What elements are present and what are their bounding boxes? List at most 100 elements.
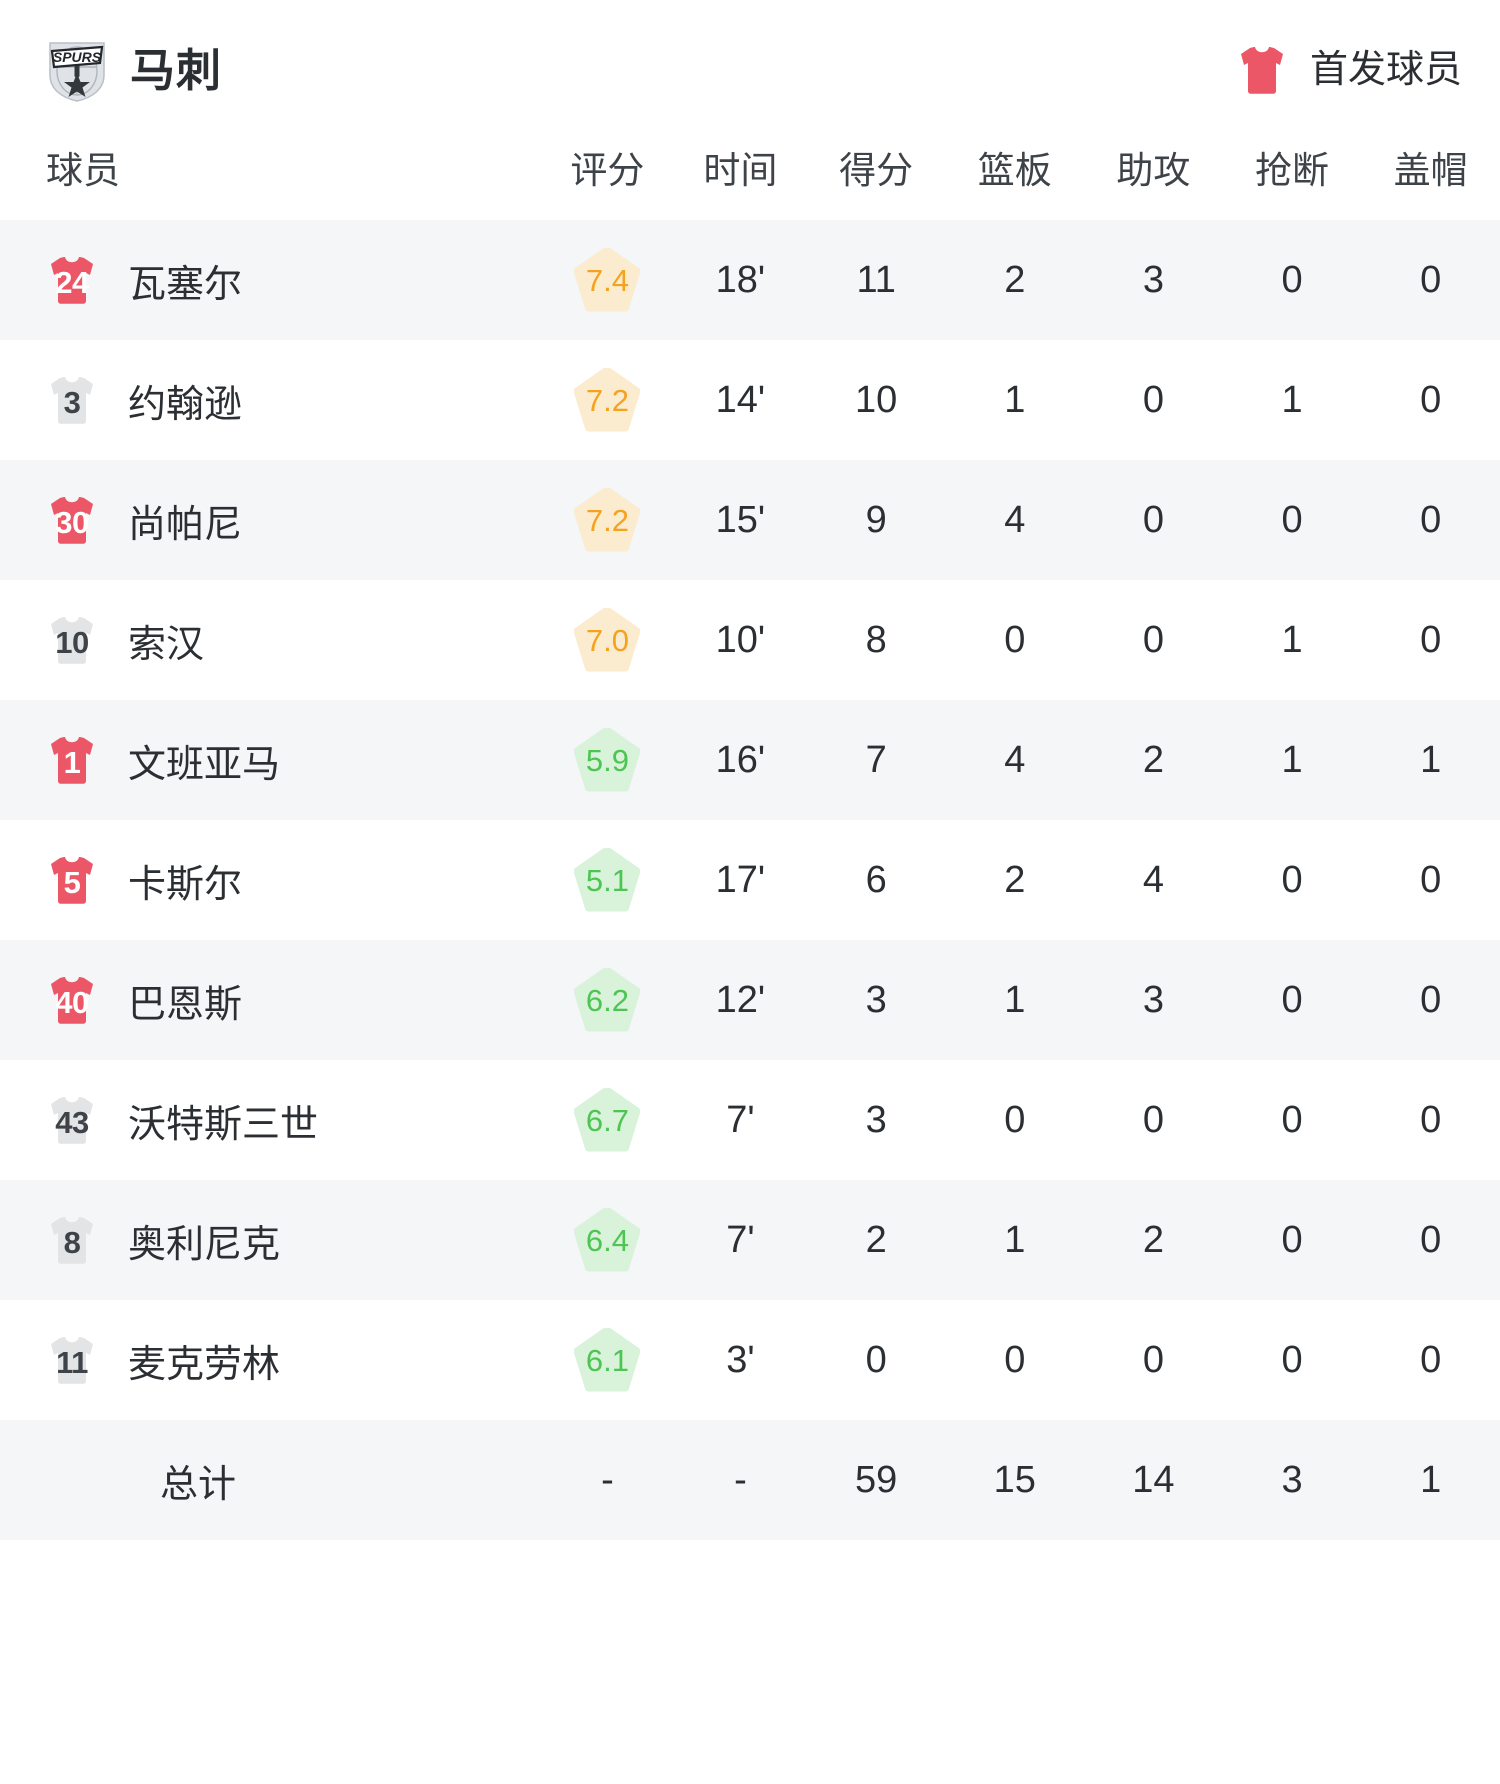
minutes-cell: 10' <box>715 618 766 661</box>
rating-value: 6.2 <box>585 982 629 1018</box>
table-row[interactable]: 5 卡斯尔 5.1 17' 6 2 4 0 0 <box>0 820 1500 940</box>
minutes-cell: 12' <box>715 978 766 1021</box>
player-name: 沃特斯三世 <box>128 1103 319 1146</box>
table-row[interactable]: 8 奥利尼克 6.4 7' 2 1 2 0 0 <box>0 1180 1500 1300</box>
column-header-player: 球员 <box>46 150 120 191</box>
jersey-number: 10 <box>55 624 89 660</box>
rebounds-cell: 0 <box>1004 1098 1026 1141</box>
table-row[interactable]: 24 瓦塞尔 7.4 18' 11 2 3 0 0 <box>0 220 1500 340</box>
table-row[interactable]: 10 索汉 7.0 10' 8 0 0 1 0 <box>0 580 1500 700</box>
jersey-number-icon: 40 <box>46 975 98 1025</box>
points-cell: 11 <box>856 258 896 301</box>
total-rating-cell: - <box>601 1458 614 1501</box>
jersey-number-icon: 11 <box>46 1335 98 1385</box>
table-row[interactable]: 40 巴恩斯 6.2 12' 3 1 3 0 0 <box>0 940 1500 1060</box>
total-blocks-cell: 1 <box>1420 1458 1442 1501</box>
table-row[interactable]: 11 麦克劳林 6.1 3' 0 0 0 0 0 <box>0 1300 1500 1420</box>
player-cell[interactable]: 43 沃特斯三世 <box>0 1060 541 1180</box>
jersey-number: 24 <box>55 264 89 300</box>
steals-cell: 0 <box>1281 1218 1303 1261</box>
assists-cell: 0 <box>1142 378 1164 421</box>
total-minutes-cell: - <box>734 1458 747 1501</box>
steals-cell: 0 <box>1281 498 1303 541</box>
total-steals-cell: 3 <box>1281 1458 1303 1501</box>
rating-value: 7.2 <box>585 382 629 418</box>
player-cell[interactable]: 5 卡斯尔 <box>0 820 541 940</box>
jersey-number: 8 <box>63 1224 81 1260</box>
player-cell[interactable]: 1 文班亚马 <box>0 700 541 820</box>
minutes-cell: 17' <box>715 858 766 901</box>
points-cell: 7 <box>865 738 887 781</box>
rating-badge: 7.2 <box>574 488 641 552</box>
player-name: 瓦塞尔 <box>128 263 243 306</box>
player-cell[interactable]: 10 索汉 <box>0 580 541 700</box>
column-header-points: 得分 <box>839 150 914 191</box>
rating-value: 7.0 <box>585 622 629 658</box>
team-identity[interactable]: SPURS 马刺 <box>46 37 222 103</box>
rating-value: 6.7 <box>585 1102 629 1138</box>
rebounds-cell: 0 <box>1004 1338 1026 1381</box>
jersey-number-icon: 43 <box>46 1095 98 1145</box>
player-cell[interactable]: 24 瓦塞尔 <box>0 220 541 340</box>
assists-cell: 4 <box>1142 858 1164 901</box>
rating-badge: 6.2 <box>574 968 641 1032</box>
team-header: SPURS 马刺 首发球员 <box>0 0 1500 140</box>
blocks-cell: 0 <box>1420 1218 1442 1261</box>
minutes-cell: 7' <box>726 1098 755 1141</box>
table-row[interactable]: 3 约翰逊 7.2 14' 10 1 0 1 0 <box>0 340 1500 460</box>
player-cell[interactable]: 3 约翰逊 <box>0 340 541 460</box>
points-cell: 6 <box>865 858 887 901</box>
minutes-cell: 15' <box>715 498 766 541</box>
blocks-cell: 0 <box>1420 258 1442 301</box>
blocks-cell: 0 <box>1420 498 1442 541</box>
steals-cell: 1 <box>1281 738 1303 781</box>
rebounds-cell: 1 <box>1004 978 1026 1021</box>
rating-cell: 6.2 <box>541 940 674 1060</box>
jersey-number: 43 <box>55 1104 89 1140</box>
rating-value: 5.9 <box>585 742 629 778</box>
rating-badge: 6.7 <box>574 1088 641 1152</box>
jersey-number: 5 <box>63 864 81 900</box>
assists-cell: 3 <box>1142 258 1164 301</box>
player-cell[interactable]: 11 麦克劳林 <box>0 1300 541 1420</box>
table-row[interactable]: 43 沃特斯三世 6.7 7' 3 0 0 0 0 <box>0 1060 1500 1180</box>
rebounds-cell: 2 <box>1004 258 1026 301</box>
rebounds-cell: 1 <box>1004 1218 1026 1261</box>
jersey-number-icon: 10 <box>46 615 98 665</box>
rating-badge: 5.1 <box>574 848 641 912</box>
rating-cell: 6.1 <box>541 1300 674 1420</box>
rebounds-cell: 4 <box>1004 738 1026 781</box>
steals-cell: 0 <box>1281 1338 1303 1381</box>
steals-cell: 0 <box>1281 258 1303 301</box>
points-cell: 0 <box>865 1338 887 1381</box>
total-label: 总计 <box>160 1463 237 1506</box>
points-cell: 9 <box>865 498 887 541</box>
player-cell[interactable]: 30 尚帕尼 <box>0 460 541 580</box>
player-name: 奥利尼克 <box>128 1223 281 1266</box>
total-assists-cell: 14 <box>1132 1458 1175 1501</box>
rating-value: 6.4 <box>585 1222 629 1258</box>
team-name: 马刺 <box>130 44 223 96</box>
player-name: 索汉 <box>128 623 205 666</box>
blocks-cell: 1 <box>1420 738 1442 781</box>
column-header-rating: 评分 <box>570 150 645 191</box>
steals-cell: 0 <box>1281 858 1303 901</box>
rating-badge: 6.1 <box>574 1328 641 1392</box>
player-cell[interactable]: 40 巴恩斯 <box>0 940 541 1060</box>
column-header-minutes: 时间 <box>703 150 778 191</box>
rebounds-cell: 2 <box>1004 858 1026 901</box>
assists-cell: 0 <box>1142 1098 1164 1141</box>
jersey-number-icon: 5 <box>46 855 98 905</box>
table-row[interactable]: 30 尚帕尼 7.2 15' 9 4 0 0 0 <box>0 460 1500 580</box>
rating-cell: 7.2 <box>541 340 674 460</box>
blocks-cell: 0 <box>1420 858 1442 901</box>
column-header-steals: 抢断 <box>1255 150 1329 191</box>
table-row[interactable]: 1 文班亚马 5.9 16' 7 4 2 1 1 <box>0 700 1500 820</box>
player-cell[interactable]: 8 奥利尼克 <box>0 1180 541 1300</box>
points-cell: 8 <box>865 618 887 661</box>
rating-value: 7.2 <box>585 502 629 538</box>
rating-cell: 5.9 <box>541 700 674 820</box>
steals-cell: 1 <box>1281 378 1303 421</box>
minutes-cell: 14' <box>715 378 766 421</box>
minutes-cell: 18' <box>715 258 766 301</box>
